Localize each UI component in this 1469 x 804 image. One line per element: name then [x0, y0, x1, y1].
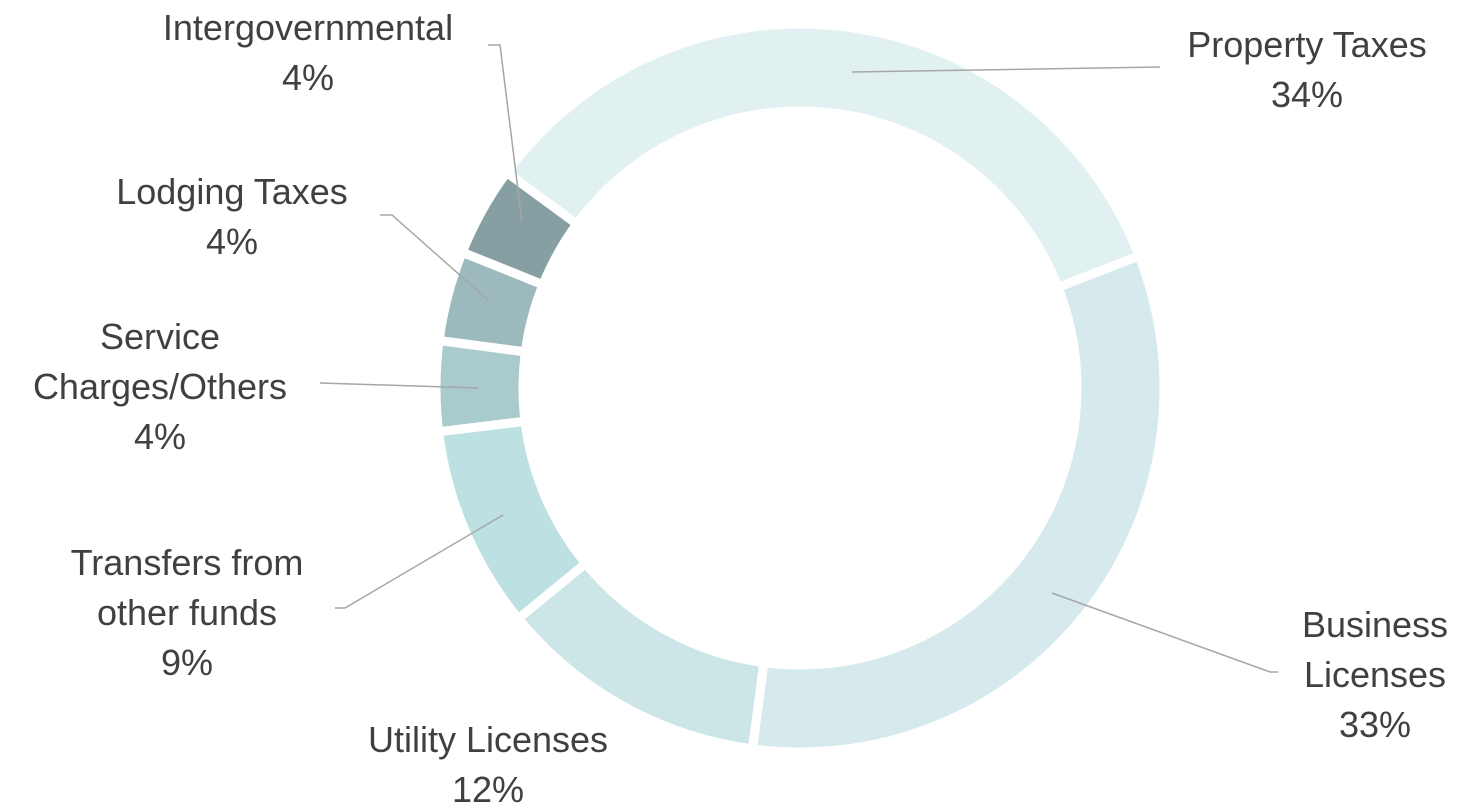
data-label: Utility Licenses 12% — [328, 715, 648, 804]
donut-slice — [456, 166, 584, 291]
leader-line — [851, 66, 1161, 73]
leader-line — [319, 382, 479, 389]
data-label: Transfers from other funds 9% — [42, 538, 332, 688]
leader-line — [1051, 592, 1278, 673]
data-label: Intergovernmental 4% — [138, 3, 478, 103]
category-label: Service Charges/Others — [32, 316, 288, 407]
value-label: 4% — [133, 416, 187, 457]
leader-line — [488, 44, 523, 223]
data-label: Service Charges/Others 4% — [5, 312, 315, 462]
value-label: 9% — [160, 642, 214, 683]
category-label: Property Taxes — [1187, 24, 1427, 65]
donut-slice — [500, 19, 1145, 294]
category-label: Lodging Taxes — [116, 171, 348, 212]
value-label: 33% — [1338, 704, 1412, 745]
data-label: Business Licenses 33% — [1275, 600, 1469, 750]
category-label: Utility Licenses — [367, 719, 609, 760]
data-label: Lodging Taxes 4% — [87, 167, 377, 267]
category-label: Transfers from other funds — [70, 542, 304, 633]
value-label: 4% — [281, 57, 335, 98]
data-label: Property Taxes 34% — [1147, 20, 1467, 120]
leader-line — [380, 214, 489, 301]
leader-line — [335, 514, 504, 609]
value-label: 12% — [451, 769, 525, 804]
donut-slice — [747, 249, 1169, 757]
category-label: Business Licenses — [1301, 604, 1449, 695]
value-label: 4% — [205, 221, 259, 262]
category-label: Intergovernmental — [162, 7, 454, 48]
value-label: 34% — [1270, 74, 1344, 115]
